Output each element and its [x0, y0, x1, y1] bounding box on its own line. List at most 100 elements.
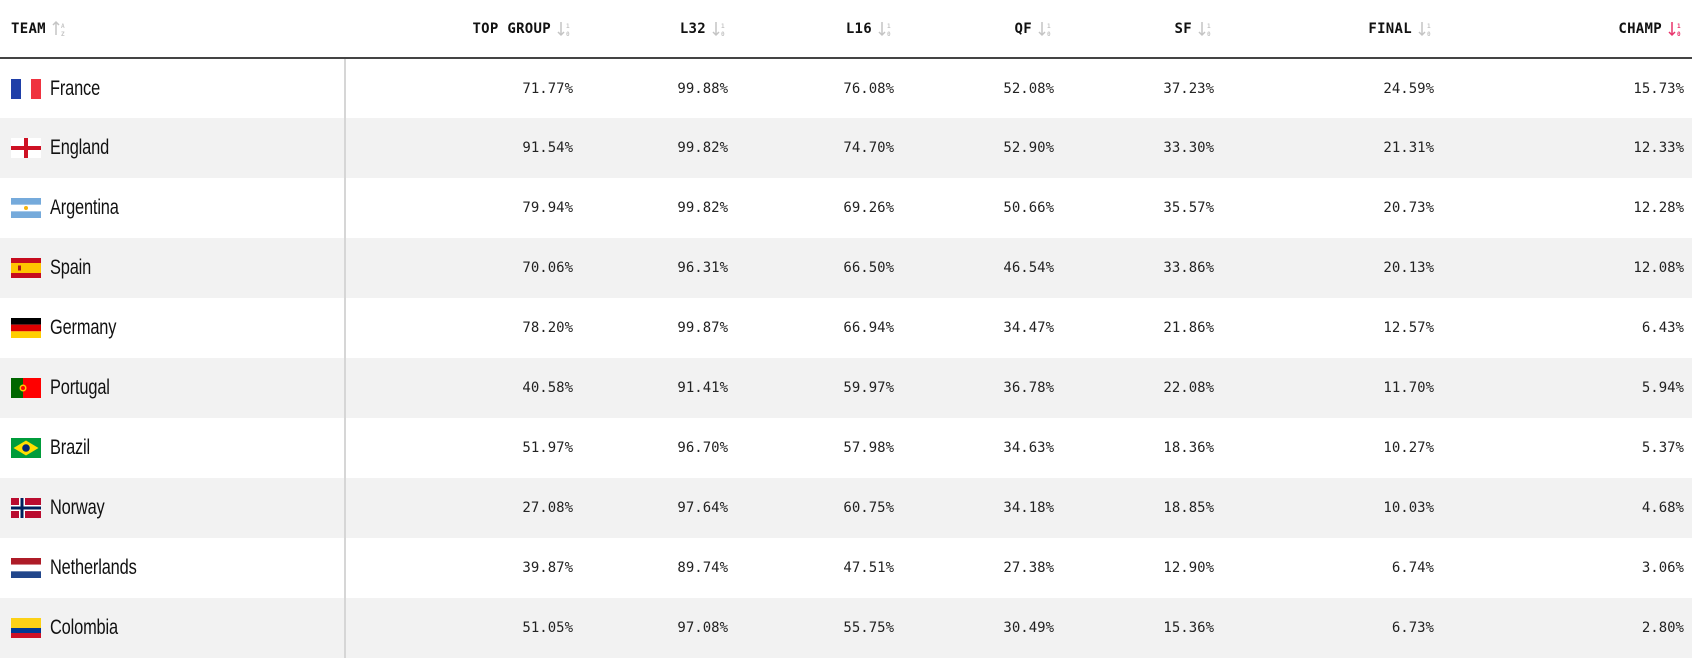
table-row: Colombia 51.05% 97.08% 55.75% 30.49% 15.36% 6.…	[0, 598, 1692, 658]
svg-text:0: 0	[566, 31, 570, 38]
cell-final: 20.13%	[1270, 238, 1475, 298]
svg-text:0: 0	[1427, 31, 1431, 38]
team-cell: Germany	[0, 298, 346, 358]
table-row: Brazil 51.97% 96.70% 57.98% 34.63% 18.36% 10.2…	[0, 418, 1692, 478]
sort-toggle-team[interactable]: TEAM A Z	[11, 20, 68, 38]
cell-top-group: 71.77%	[522, 80, 573, 97]
column-header-champ[interactable]: CHAMP 1 0	[1475, 0, 1692, 59]
netherlands-flag-icon	[11, 558, 41, 578]
cell-qf: 30.49%	[950, 598, 1110, 658]
cell-sf: 18.36%	[1163, 440, 1214, 456]
brazil-flag-icon	[11, 438, 41, 458]
cell-sf: 21.86%	[1163, 320, 1214, 336]
cell-qf: 27.38%	[1003, 560, 1054, 576]
team-cell: France	[0, 58, 346, 118]
cell-final: 20.73%	[1383, 200, 1434, 216]
column-header-l32[interactable]: L32 1 0	[620, 0, 785, 59]
cell-l32: 91.41%	[620, 358, 785, 418]
table-row: England 91.54% 99.82% 74.70% 52.90% 33.30% 21.…	[0, 118, 1692, 178]
cell-final: 10.27%	[1383, 440, 1434, 456]
svg-text:0: 0	[721, 31, 725, 38]
table-row: Germany 78.20% 99.87% 66.94% 34.47% 21.86% 12.…	[0, 298, 1692, 358]
cell-sf: 22.08%	[1110, 358, 1270, 418]
table-row: Argentina 79.94% 99.82% 69.26% 50.66% 35.57% 2…	[0, 178, 1692, 238]
svg-text:Z: Z	[61, 31, 65, 38]
cell-champ: 3.06%	[1641, 560, 1684, 576]
svg-text:1: 1	[566, 23, 570, 30]
cell-l16: 69.26%	[843, 200, 894, 216]
table-row: Spain 70.06% 96.31% 66.50% 46.54% 33.86% 20.13…	[0, 238, 1692, 298]
argentina-flag-icon	[11, 198, 41, 218]
sort-toggle-sf[interactable]: SF 1 0	[1175, 20, 1214, 38]
column-header-sf[interactable]: SF 1 0	[1110, 0, 1270, 59]
cell-sf: 33.30%	[1110, 118, 1270, 178]
svg-text:0: 0	[1207, 31, 1211, 38]
column-header-label: TOP GROUP	[472, 20, 551, 37]
cell-l16: 57.98%	[843, 440, 894, 456]
table-row: Netherlands 39.87% 89.74% 47.51% 27.38% 12.90…	[0, 538, 1692, 598]
cell-qf: 52.90%	[950, 118, 1110, 178]
cell-top-group: 27.08%	[345, 478, 620, 538]
svg-text:1: 1	[721, 23, 725, 30]
column-header-label: L32	[679, 20, 706, 37]
team-cell: Netherlands	[0, 538, 346, 598]
cell-top-group: 70.06%	[345, 238, 620, 298]
cell-sf: 12.90%	[1163, 560, 1214, 576]
cell-qf: 34.18%	[950, 478, 1110, 538]
colombia-flag-icon	[11, 618, 41, 638]
sort-toggle-l32[interactable]: L32 1 0	[680, 20, 728, 38]
sort-toggle-l16[interactable]: L16 1 0	[846, 20, 894, 38]
header-row: TEAM A Z TOP GROUP 1 0 L32 1 0 L16 1 0 QF 1 0 SF 1 0 FINAL…	[0, 0, 1692, 59]
cell-qf: 46.54%	[950, 238, 1110, 298]
column-header-label: CHAMP	[1618, 20, 1662, 37]
column-header-final[interactable]: FINAL 1 0	[1270, 0, 1475, 59]
cell-final: 11.70%	[1270, 358, 1475, 418]
france-flag-icon	[11, 78, 41, 99]
cell-sf: 37.23%	[1163, 80, 1214, 97]
svg-text:1: 1	[1047, 23, 1051, 30]
svg-text:1: 1	[887, 23, 891, 30]
cell-l32: 96.70%	[677, 440, 728, 456]
team-cell: Colombia	[0, 598, 346, 658]
cell-l16: 47.51%	[843, 560, 894, 576]
column-header-qf[interactable]: QF 1 0	[950, 0, 1110, 59]
sort-toggle-qf[interactable]: QF 1 0	[1015, 20, 1054, 38]
sort-toggle-champ[interactable]: CHAMP 1 0	[1618, 20, 1684, 38]
cell-qf: 34.47%	[1003, 320, 1054, 336]
cell-champ: 6.43%	[1641, 320, 1684, 336]
table-row: Norway 27.08% 97.64% 60.75% 34.18% 18.85% 10.0…	[0, 478, 1692, 538]
cell-top-group: 51.97%	[522, 440, 573, 456]
team-name: England	[50, 136, 110, 159]
cell-qf: 50.66%	[1003, 200, 1054, 216]
column-header-top-group[interactable]: TOP GROUP 1 0	[345, 0, 620, 59]
column-header-team[interactable]: TEAM A Z	[0, 0, 345, 59]
column-header-l16[interactable]: L16 1 0	[785, 0, 950, 59]
team-cell: Argentina	[0, 178, 346, 238]
cell-l32: 99.87%	[677, 320, 728, 336]
cell-sf: 18.85%	[1110, 478, 1270, 538]
cell-top-group: 91.54%	[345, 118, 620, 178]
svg-text:0: 0	[1677, 31, 1681, 38]
sort-toggle-top-group[interactable]: TOP GROUP 1 0	[472, 20, 573, 38]
cell-sf: 15.36%	[1110, 598, 1270, 658]
norway-flag-icon	[11, 498, 41, 518]
svg-text:1: 1	[1207, 23, 1211, 30]
sort-toggle-final[interactable]: FINAL 1 0	[1368, 20, 1434, 38]
cell-l32: 97.64%	[620, 478, 785, 538]
cell-top-group: 79.94%	[522, 200, 573, 216]
svg-text:1: 1	[1677, 23, 1681, 30]
svg-text:1: 1	[1427, 23, 1431, 30]
cell-sf: 33.86%	[1110, 238, 1270, 298]
team-name: Spain	[50, 256, 92, 279]
cell-final: 10.03%	[1270, 478, 1475, 538]
team-cell: Spain	[0, 238, 346, 298]
